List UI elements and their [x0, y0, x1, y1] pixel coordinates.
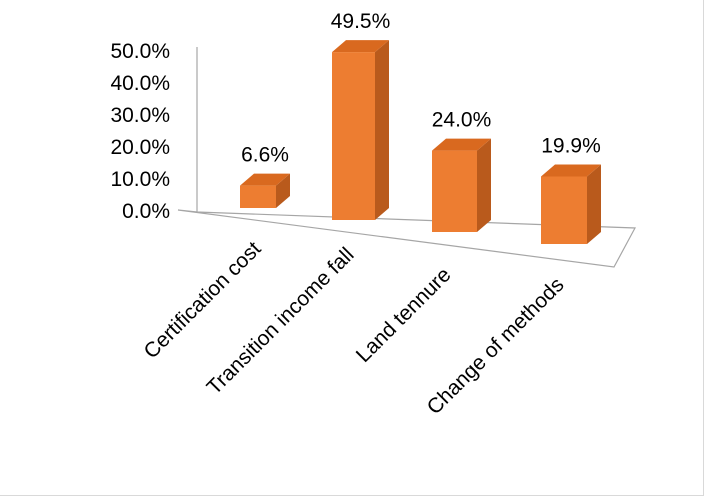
bar: [332, 40, 389, 220]
data-labels: 6.6% 49.5% 24.0% 19.9%: [241, 10, 601, 167]
bar-top: [541, 164, 601, 177]
bar: [432, 138, 491, 232]
y-tick-labels: 0.0% 10.0% 20.0% 30.0% 40.0% 50.0%: [110, 40, 170, 223]
bar-front: [240, 185, 276, 208]
data-label: 6.6%: [241, 144, 289, 167]
category-labels: Certification cost Transition income fal…: [140, 237, 569, 419]
bar: [240, 173, 290, 208]
y-tick-label: 50.0%: [110, 40, 170, 63]
bar: [541, 164, 601, 244]
bar-front: [332, 52, 375, 220]
data-label: 24.0%: [432, 109, 492, 132]
bar-top: [240, 173, 290, 186]
bar-side: [477, 138, 491, 232]
bar-side: [375, 40, 389, 220]
data-label: 49.5%: [331, 10, 391, 33]
bar-top: [432, 138, 491, 151]
bar-top: [332, 40, 389, 53]
floor-plane: [177, 47, 636, 268]
category-label: Change of methods: [423, 273, 569, 419]
y-tick-label: 30.0%: [110, 104, 170, 127]
data-label: 19.9%: [541, 134, 601, 157]
y-tick-label: 40.0%: [110, 72, 170, 95]
bar-side: [587, 164, 601, 244]
bar-front: [541, 176, 587, 244]
y-tick-label: 0.0%: [122, 200, 170, 223]
y-tick-label: 10.0%: [110, 168, 170, 191]
bar-front: [432, 150, 477, 232]
chart-floor: [177, 209, 636, 268]
bars: [240, 40, 601, 244]
y-tick-label: 20.0%: [110, 136, 170, 159]
bar-side: [276, 173, 290, 208]
category-label: Land tennure: [352, 263, 456, 367]
